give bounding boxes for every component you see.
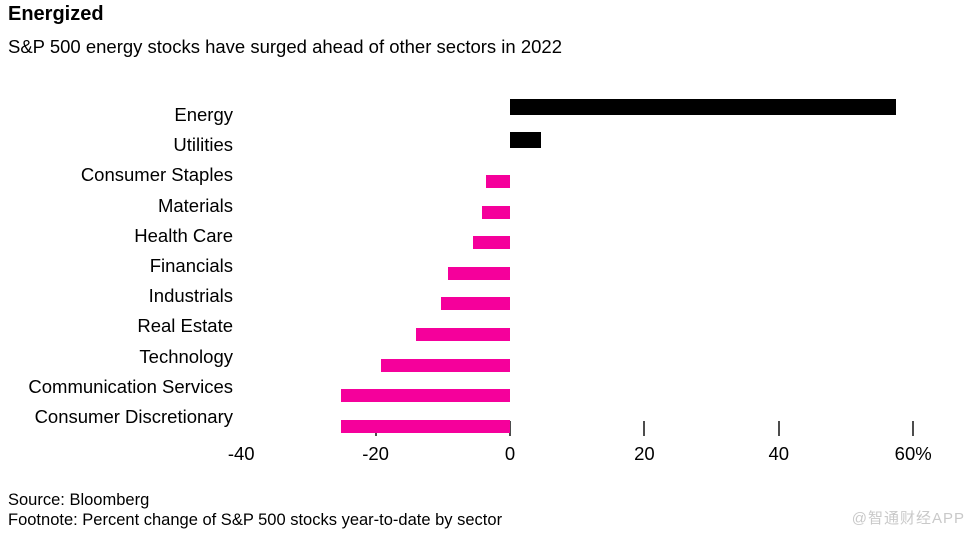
x-axis-tick — [509, 421, 511, 436]
source-note: Source: Bloomberg — [8, 491, 150, 509]
bar — [473, 236, 510, 250]
x-axis-tick-label: 60% — [894, 443, 932, 464]
bar — [447, 266, 510, 280]
category-label: Energy — [174, 104, 233, 125]
category-label: Consumer Discretionary — [34, 406, 233, 427]
chart-subtitle: S&P 500 energy stocks have surged ahead … — [8, 36, 562, 57]
x-axis-tick-label: 40 — [768, 443, 790, 464]
bar — [510, 99, 897, 115]
x-axis-tick-label: -20 — [362, 443, 389, 464]
x-axis-tick — [643, 421, 646, 436]
bar — [486, 175, 510, 188]
bar — [341, 419, 510, 433]
category-label: Financials — [149, 255, 233, 276]
category-label: Health Care — [134, 224, 233, 246]
x-axis-tick — [777, 421, 780, 436]
x-axis-tick-label: 20 — [634, 443, 655, 464]
x-axis-tick — [912, 421, 915, 436]
footnote: Footnote: Percent change of S&P 500 stoc… — [8, 511, 503, 529]
bar — [415, 328, 510, 341]
bar — [510, 132, 541, 148]
category-label: Technology — [139, 345, 233, 367]
x-axis-tick-label: -40 — [227, 443, 255, 464]
category-label: Real Estate — [137, 315, 233, 337]
category-label: Industrials — [148, 285, 233, 307]
bar — [340, 389, 510, 403]
category-label: Utilities — [173, 134, 233, 156]
bar — [380, 358, 510, 372]
category-label: Consumer Staples — [80, 164, 233, 186]
bar — [441, 297, 510, 311]
bar — [481, 205, 510, 219]
category-label: Communication Services — [28, 375, 233, 397]
category-label: Materials — [157, 194, 233, 216]
page-title: Energized — [8, 3, 104, 25]
x-axis-tick-label: 0 — [504, 443, 516, 464]
watermark: @智通财经APP — [851, 510, 965, 527]
